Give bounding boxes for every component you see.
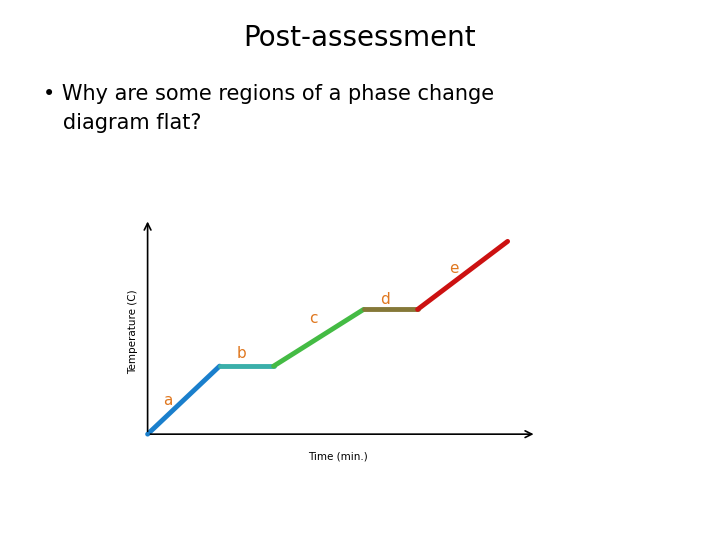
X-axis label: Time (min.): Time (min.): [309, 451, 368, 461]
Text: c: c: [309, 311, 318, 326]
Y-axis label: Temperature (C): Temperature (C): [127, 290, 138, 374]
Text: diagram flat?: diagram flat?: [43, 113, 202, 133]
Text: e: e: [449, 261, 459, 276]
Text: d: d: [380, 292, 390, 307]
Text: • Why are some regions of a phase change: • Why are some regions of a phase change: [43, 84, 495, 104]
Text: b: b: [236, 346, 246, 361]
Text: Post-assessment: Post-assessment: [243, 24, 477, 52]
Text: a: a: [163, 393, 172, 408]
